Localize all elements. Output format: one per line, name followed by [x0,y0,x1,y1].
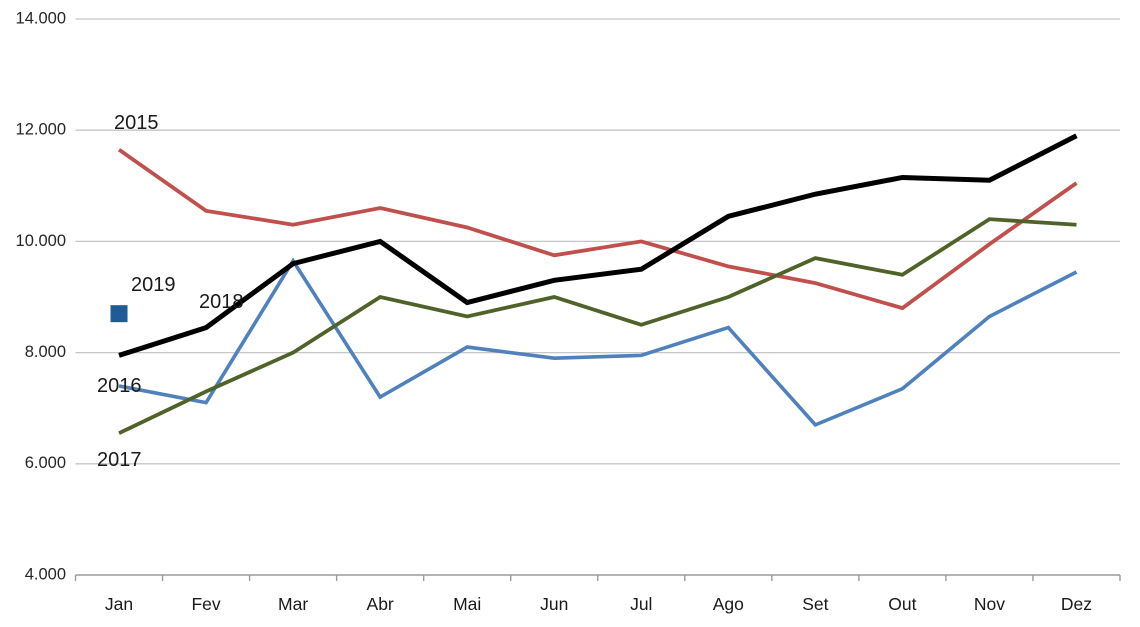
series-label-2016: 2016 [97,375,142,397]
y-axis-tick-label: 14.000 [16,9,66,27]
series-line-2016 [118,257,1078,428]
x-axis-month-label: Set [802,594,828,614]
y-axis-tick-label: 12.000 [16,121,66,139]
x-axis-month-label: Dez [1061,594,1092,614]
series-line-2017 [118,217,1077,435]
series-label-2019: 2019 [131,274,176,296]
x-axis-month-label: Nov [974,594,1005,614]
x-axis-month-label: Mar [278,594,308,614]
x-axis-month-label: Abr [367,594,394,614]
y-axis-tick-label: 8.000 [25,343,66,361]
x-axis-month-label: Out [888,594,916,614]
y-axis-tick-label: 4.000 [25,565,66,583]
x-axis-month-label: Jun [540,594,568,614]
y-axis-tick-label: 6.000 [25,454,66,472]
series-label-2015: 2015 [114,112,159,134]
series-label-2017: 2017 [97,449,142,471]
y-axis-tick-label: 10.000 [16,232,66,250]
x-axis-month-label: Jan [105,594,133,614]
x-axis-month-label: Fev [191,594,220,614]
x-axis-month-label: Mai [453,594,481,614]
x-axis-month-label: Jul [630,594,652,614]
x-axis-month-label: Ago [713,594,744,614]
series-line-2015 [117,148,1078,311]
series-label-2018: 2018 [199,291,244,313]
series-line-2018 [118,133,1078,358]
series-marker-2019 [110,305,128,323]
